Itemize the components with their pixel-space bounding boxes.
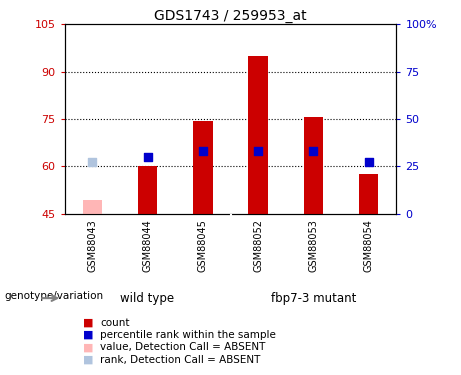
Bar bbox=[304, 117, 323, 214]
Text: ■: ■ bbox=[83, 318, 94, 327]
Bar bbox=[193, 121, 213, 214]
Text: rank, Detection Call = ABSENT: rank, Detection Call = ABSENT bbox=[100, 355, 261, 364]
Text: ■: ■ bbox=[83, 342, 94, 352]
Bar bbox=[359, 174, 378, 214]
Text: fbp7-3 mutant: fbp7-3 mutant bbox=[271, 292, 356, 304]
Text: ■: ■ bbox=[83, 330, 94, 340]
Point bbox=[365, 159, 372, 165]
Point bbox=[144, 154, 151, 160]
Bar bbox=[138, 166, 157, 214]
Text: value, Detection Call = ABSENT: value, Detection Call = ABSENT bbox=[100, 342, 266, 352]
Point bbox=[310, 148, 317, 154]
Point bbox=[254, 148, 262, 154]
Bar bbox=[83, 200, 102, 214]
Text: genotype/variation: genotype/variation bbox=[5, 291, 104, 301]
Text: GSM88053: GSM88053 bbox=[308, 219, 319, 272]
Text: GSM88052: GSM88052 bbox=[253, 219, 263, 272]
Point bbox=[199, 148, 207, 154]
Text: wild type: wild type bbox=[120, 292, 175, 304]
Text: percentile rank within the sample: percentile rank within the sample bbox=[100, 330, 277, 340]
Text: ■: ■ bbox=[83, 355, 94, 364]
Text: GSM88043: GSM88043 bbox=[87, 219, 97, 272]
Text: GSM88044: GSM88044 bbox=[142, 219, 153, 272]
Text: GSM88054: GSM88054 bbox=[364, 219, 374, 272]
Point bbox=[89, 159, 96, 165]
Text: count: count bbox=[100, 318, 130, 327]
Text: GDS1743 / 259953_at: GDS1743 / 259953_at bbox=[154, 9, 307, 23]
Text: GSM88045: GSM88045 bbox=[198, 219, 208, 272]
Bar bbox=[248, 56, 268, 214]
